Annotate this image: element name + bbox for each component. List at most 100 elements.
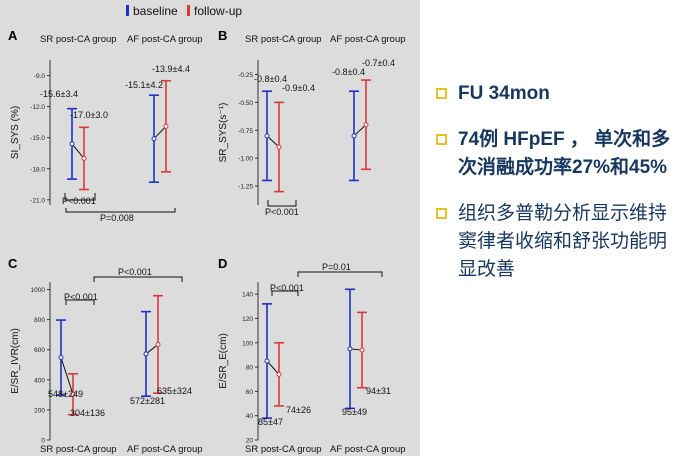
figure-panel: baseline follow-up A SR post-CA group AF p…: [0, 0, 420, 456]
value-label: -0.8±0.4: [332, 67, 365, 77]
y-tick-label: 140: [242, 292, 253, 299]
bullet-square-icon: [436, 208, 447, 219]
p-value-label: P<0.001: [265, 207, 299, 217]
y-tick-label: 200: [34, 407, 45, 414]
data-point: [69, 141, 75, 147]
y-tick-label: 100: [242, 340, 253, 347]
data-point: [155, 341, 161, 347]
value-label: -0.7±0.4: [362, 58, 395, 68]
group-label: SR post-CA group: [40, 34, 117, 45]
data-point: [347, 346, 353, 352]
bullet-item-followup: FU 34mon: [436, 80, 676, 108]
group-label: AF post-CA group: [127, 34, 203, 45]
panel-letter-A: A: [8, 28, 18, 43]
group-label: AF post-CA group: [127, 444, 203, 455]
panel-letter-B: B: [218, 28, 227, 43]
value-label: -0.9±0.4: [282, 83, 315, 93]
y-tick-label: 60: [246, 389, 254, 396]
group-label: AF post-CA group: [330, 444, 406, 455]
legend: baseline follow-up: [120, 4, 242, 18]
value-label: 95±49: [342, 407, 367, 417]
value-label: 94±31: [366, 386, 391, 396]
data-point: [276, 144, 282, 150]
value-label: 74±26: [286, 405, 311, 415]
mean-connector-line: [153, 125, 167, 140]
p-value-label: P<0.001: [64, 292, 98, 302]
y-tick-label: -12.0: [30, 104, 45, 111]
value-label: -17.0±3.0: [70, 110, 108, 120]
significance-bracket: [64, 193, 96, 201]
y-tick-label: 400: [34, 377, 45, 384]
significance-bracket: [65, 208, 176, 213]
y-tick-label: -18.0: [30, 166, 45, 173]
value-label: 635±324: [157, 386, 192, 396]
y-tick-label: 20: [246, 438, 254, 445]
y-axis-label: E/SR_E(cm): [218, 333, 229, 389]
y-tick-label: 800: [34, 317, 45, 324]
y-axis-label: E/SR_IVR(cm): [10, 328, 21, 394]
y-tick-label: -0.75: [238, 128, 253, 135]
group-label: SR post-CA group: [245, 34, 322, 45]
y-tick-label: 1000: [31, 287, 46, 294]
y-tick-label: 600: [34, 347, 45, 354]
y-tick-label: -21.0: [30, 197, 45, 204]
data-point: [163, 123, 169, 129]
p-value-label: P=0.008: [100, 213, 134, 223]
significance-bracket: [267, 200, 297, 207]
y-tick-label: -0.50: [238, 100, 253, 107]
mean-connector-line: [145, 344, 159, 355]
group-label: SR post-CA group: [245, 444, 322, 455]
y-tick-label: -1.25: [238, 184, 253, 191]
data-point: [264, 133, 270, 139]
bullet-list: FU 34mon 74例 HFpEF ， 单次和多次消融成功率27%和45% 组…: [436, 80, 676, 302]
p-value-label: P<0.001: [62, 196, 96, 206]
mean-connector-line: [60, 357, 74, 395]
baseline-legend-mark: [126, 5, 129, 16]
y-tick-label: 80: [246, 365, 254, 372]
value-label: -15.6±3.4: [40, 89, 78, 99]
y-tick-label: -1.00: [238, 156, 253, 163]
panel-letter-D: D: [218, 256, 227, 271]
y-tick-label: -9.0: [34, 73, 46, 80]
data-point: [143, 351, 149, 357]
y-tick-label: -0.25: [238, 72, 253, 79]
followup-legend-mark: [187, 5, 191, 16]
significance-bracket: [271, 290, 299, 296]
data-point: [151, 136, 157, 142]
bullet-square-icon: [436, 134, 447, 145]
significance-bracket: [93, 276, 183, 282]
bullet-text: 74例 HFpEF ， 单次和多次消融成功率27%和45%: [458, 129, 671, 178]
value-label: 304±136: [70, 408, 105, 418]
y-tick-label: 120: [242, 316, 253, 323]
chart-svg: A SR post-CA group AF post-CA group -9.0 -12…: [8, 28, 406, 455]
data-point: [363, 122, 369, 128]
value-label: 548±249: [48, 389, 83, 399]
panel-letter-C: C: [8, 256, 18, 271]
value-label: -0.8±0.4: [254, 74, 287, 84]
value-label: 85±47: [258, 417, 283, 427]
data-point: [58, 355, 64, 361]
p-value-label: P=0.01: [322, 262, 351, 272]
significance-bracket: [297, 271, 383, 277]
mean-connector-line: [266, 135, 280, 148]
mean-connector-line: [71, 143, 85, 159]
data-point: [276, 371, 282, 377]
group-label: AF post-CA group: [330, 34, 406, 45]
bullet-item-tissue-doppler: 组织多普勒分析显示维持窦律者收缩和舒张功能明显改善: [436, 200, 676, 284]
group-label: SR post-CA group: [40, 444, 117, 455]
y-axis-label: SR_SYS(s⁻¹): [218, 103, 229, 163]
p-value-label: P<0.001: [118, 267, 152, 277]
bullet-text: 组织多普勒分析显示维持窦律者收缩和舒张功能明显改善: [458, 203, 668, 280]
value-label: -13.9±4.4: [152, 64, 190, 74]
y-tick-label: -15.0: [30, 135, 45, 142]
value-label: -15.1±4.2: [125, 80, 163, 90]
followup-legend-label: follow-up: [194, 4, 243, 18]
y-tick-label: 40: [246, 413, 254, 420]
data-point: [351, 133, 357, 139]
p-value-label: P<0.001: [270, 283, 304, 293]
data-point: [81, 155, 87, 161]
bullet-item-success-rate: 74例 HFpEF ， 单次和多次消融成功率27%和45%: [436, 126, 676, 182]
mean-connector-line: [353, 124, 367, 137]
bullet-square-icon: [436, 88, 447, 99]
y-axis-label: SI_SYS (%): [10, 106, 21, 159]
